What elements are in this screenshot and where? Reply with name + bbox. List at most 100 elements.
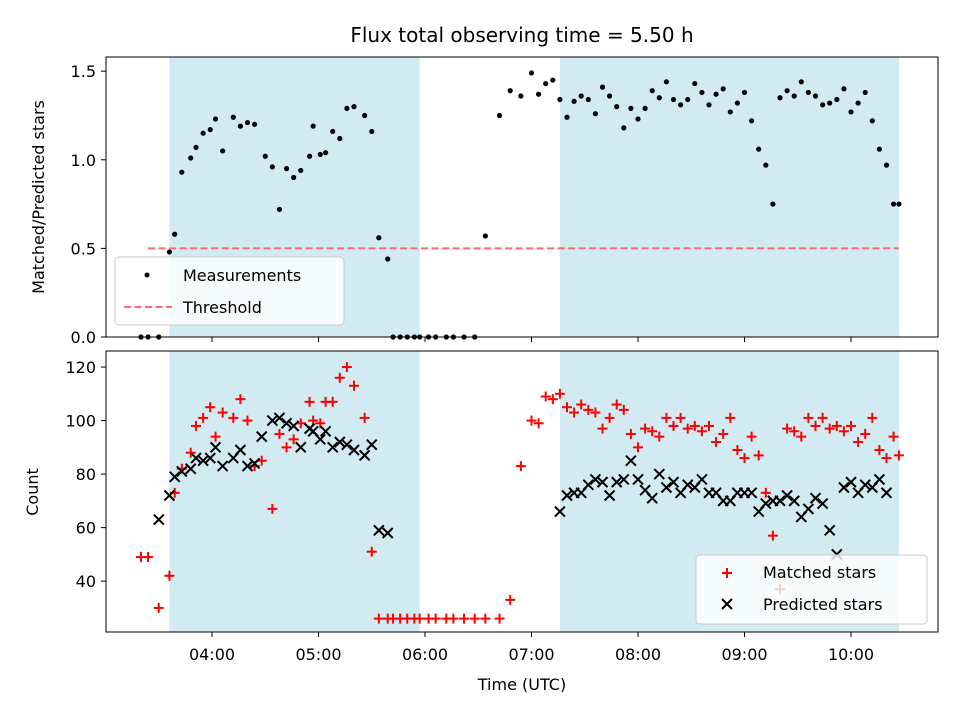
measurement-point [193,144,199,150]
predicted-star-point [760,497,772,510]
measurement-point [557,96,563,103]
matched-stars-series [136,362,904,624]
y-tick-label: 80 [76,465,96,484]
matched-star-point [448,613,459,624]
top-legend: Measurements Threshold [114,256,345,326]
measurement-point [621,125,627,131]
bottom-y-axis-label: Count [23,468,42,516]
matched-star-point [505,594,516,605]
y-tick-label: 60 [76,519,96,538]
predicted-star-point [589,473,602,486]
measurement-point [763,162,769,168]
matched-star-point [803,412,814,423]
matched-star-point [604,412,615,423]
matched-star-point [718,428,729,439]
matched-star-point [341,362,352,373]
matched-star-point [185,447,196,458]
measurement-point [528,70,535,76]
predicted-star-point [358,449,371,462]
predicted-star-point [184,463,197,475]
measurement-point [592,111,599,117]
measurement-point [607,93,613,99]
x-tick-label: 07:00 [508,645,554,664]
predicted-star-point [781,489,793,502]
matched-star-point [562,402,572,413]
matched-star-point [228,412,239,423]
matched-star-point [480,613,491,624]
chart-title: Flux total observing time = 5.50 h [350,23,693,47]
y-tick-label: 40 [76,572,96,591]
predicted-star-point [248,457,261,470]
matched-star-point [838,426,849,437]
legend-marker-measurements [144,272,150,278]
measurement-point [564,114,570,120]
measurement-point [678,102,684,108]
matched-star-point [853,436,864,447]
bottom-panel: 40 60 80 100 120 04:00 05:00 06:00 07:00 08:00 09… [23,350,939,694]
measurement-point [883,162,890,168]
top-y-ticks: 0.0 0.5 1.0 1.5 [71,62,106,347]
matched-star-point [597,423,608,434]
measurement-point [706,102,712,108]
predicted-star-point [809,492,822,504]
y-tick-label: 1.0 [71,151,96,170]
predicted-star-point [190,452,202,464]
matched-star-point [281,442,292,453]
matched-star-point [274,428,285,439]
measurement-point [330,128,336,135]
matched-star-point [205,402,216,413]
matched-star-point [304,396,315,407]
predicted-star-point [373,524,385,537]
measurement-point [727,109,733,115]
measurement-point [841,86,847,92]
matched-star-point [366,546,377,557]
measurement-point [507,88,513,94]
measurement-point [876,146,883,152]
predicted-star-point [176,465,188,478]
legend-marker-matched [722,568,732,578]
predicted-star-point [610,476,623,488]
predicted-star-point [582,479,595,491]
predicted-star-point [326,441,339,454]
measurement-point [685,96,691,103]
predicted-star-point [382,527,394,539]
predicted-star-point [255,430,268,443]
measurement-point [179,169,185,175]
matched-star-point [515,461,526,472]
measurement-point [543,80,549,87]
measurement-point [323,150,329,156]
predicted-star-point [625,455,637,467]
predicted-star-point [618,473,630,486]
measurement-point [298,167,304,174]
matched-star-point [191,420,202,431]
matched-star-point [359,412,370,423]
top-legend-box [114,256,345,326]
legend-label-threshold: Threshold [182,298,262,317]
measurement-point [351,104,357,110]
measurement-point [692,80,698,87]
measurement-point [369,128,375,135]
predicted-star-point [209,441,222,454]
predicted-star-point [163,489,176,502]
bottom-x-ticks: 04:00 05:00 06:00 07:00 08:00 09:00 10:00 [189,632,874,664]
measurement-point [649,88,655,94]
matched-star-point [874,445,885,456]
bottom-y-ticks: 40 60 80 100 120 [65,358,106,591]
measurement-point [614,104,620,110]
matched-star-point [611,399,622,410]
predicted-star-point [280,417,293,429]
matched-star-point [618,404,629,415]
matched-star-point [711,436,722,447]
matched-star-point [881,453,892,464]
matched-star-point [860,428,871,439]
y-tick-label: 0.5 [71,239,96,258]
matched-star-point [746,431,757,442]
measurement-point [362,112,368,119]
predicted-star-point [696,473,708,486]
matched-star-point [153,602,164,613]
measurement-point [200,130,206,136]
predicted-star-point [341,438,353,451]
measurement-point [862,89,868,96]
matched-star-point [704,420,714,431]
x-tick-label: 08:00 [615,645,661,664]
